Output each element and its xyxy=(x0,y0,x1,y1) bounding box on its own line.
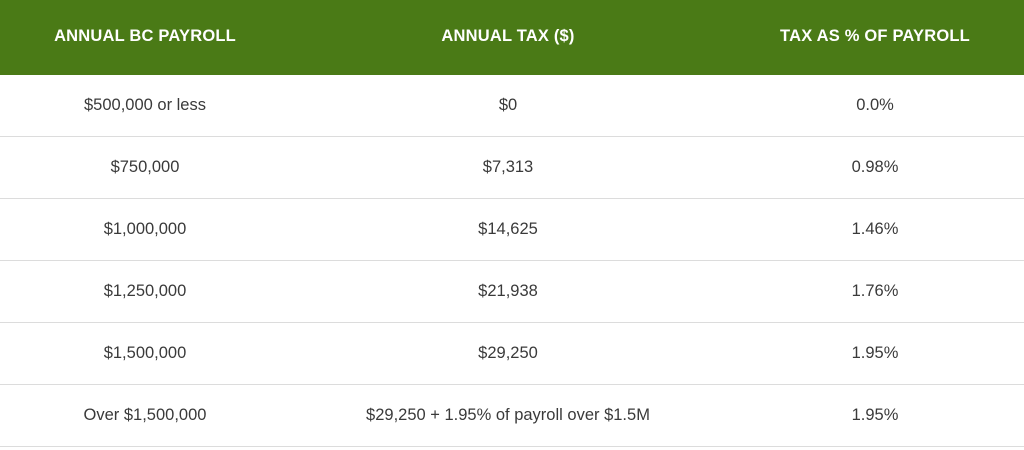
tax-percent-cell: 1.95% xyxy=(851,344,899,362)
payroll-cell: $1,500,000 xyxy=(103,344,187,362)
table-row: $1,000,000 $14,625 1.46% xyxy=(0,199,1024,261)
tax-percent-cell: 0.0% xyxy=(856,96,894,114)
column-header-tax-percent: TAX AS % OF PAYROLL xyxy=(780,27,970,45)
payroll-cell: Over $1,500,000 xyxy=(83,406,207,424)
column-header-annual-tax: ANNUAL TAX ($) xyxy=(441,27,575,45)
tax-percent-cell: 1.95% xyxy=(851,406,899,424)
annual-tax-cell: $14,625 xyxy=(478,220,538,238)
table-row: $1,250,000 $21,938 1.76% xyxy=(0,261,1024,323)
payroll-cell: $750,000 xyxy=(110,158,180,176)
payroll-cell: $500,000 or less xyxy=(83,96,206,114)
annual-tax-cell: $21,938 xyxy=(478,282,538,300)
table-row: $500,000 or less $0 0.0% xyxy=(0,75,1024,137)
column-header-annual-bc-payroll: ANNUAL BC PAYROLL xyxy=(54,27,236,45)
table-row: $750,000 $7,313 0.98% xyxy=(0,137,1024,199)
table-header-row: ANNUAL BC PAYROLL ANNUAL TAX ($) TAX AS … xyxy=(0,0,1024,75)
payroll-cell: $1,000,000 xyxy=(103,220,187,238)
annual-tax-cell: $0 xyxy=(498,96,518,114)
table-row: $1,500,000 $29,250 1.95% xyxy=(0,323,1024,385)
payroll-cell: $1,250,000 xyxy=(103,282,187,300)
annual-tax-cell: $29,250 + 1.95% of payroll over $1.5M xyxy=(366,406,650,424)
tax-percent-cell: 0.98% xyxy=(851,158,899,176)
annual-tax-cell: $7,313 xyxy=(482,158,534,176)
table-row: Over $1,500,000 $29,250 + 1.95% of payro… xyxy=(0,385,1024,447)
annual-tax-cell: $29,250 xyxy=(478,344,538,362)
tax-percent-cell: 1.76% xyxy=(851,282,899,300)
tax-percent-cell: 1.46% xyxy=(851,220,899,238)
